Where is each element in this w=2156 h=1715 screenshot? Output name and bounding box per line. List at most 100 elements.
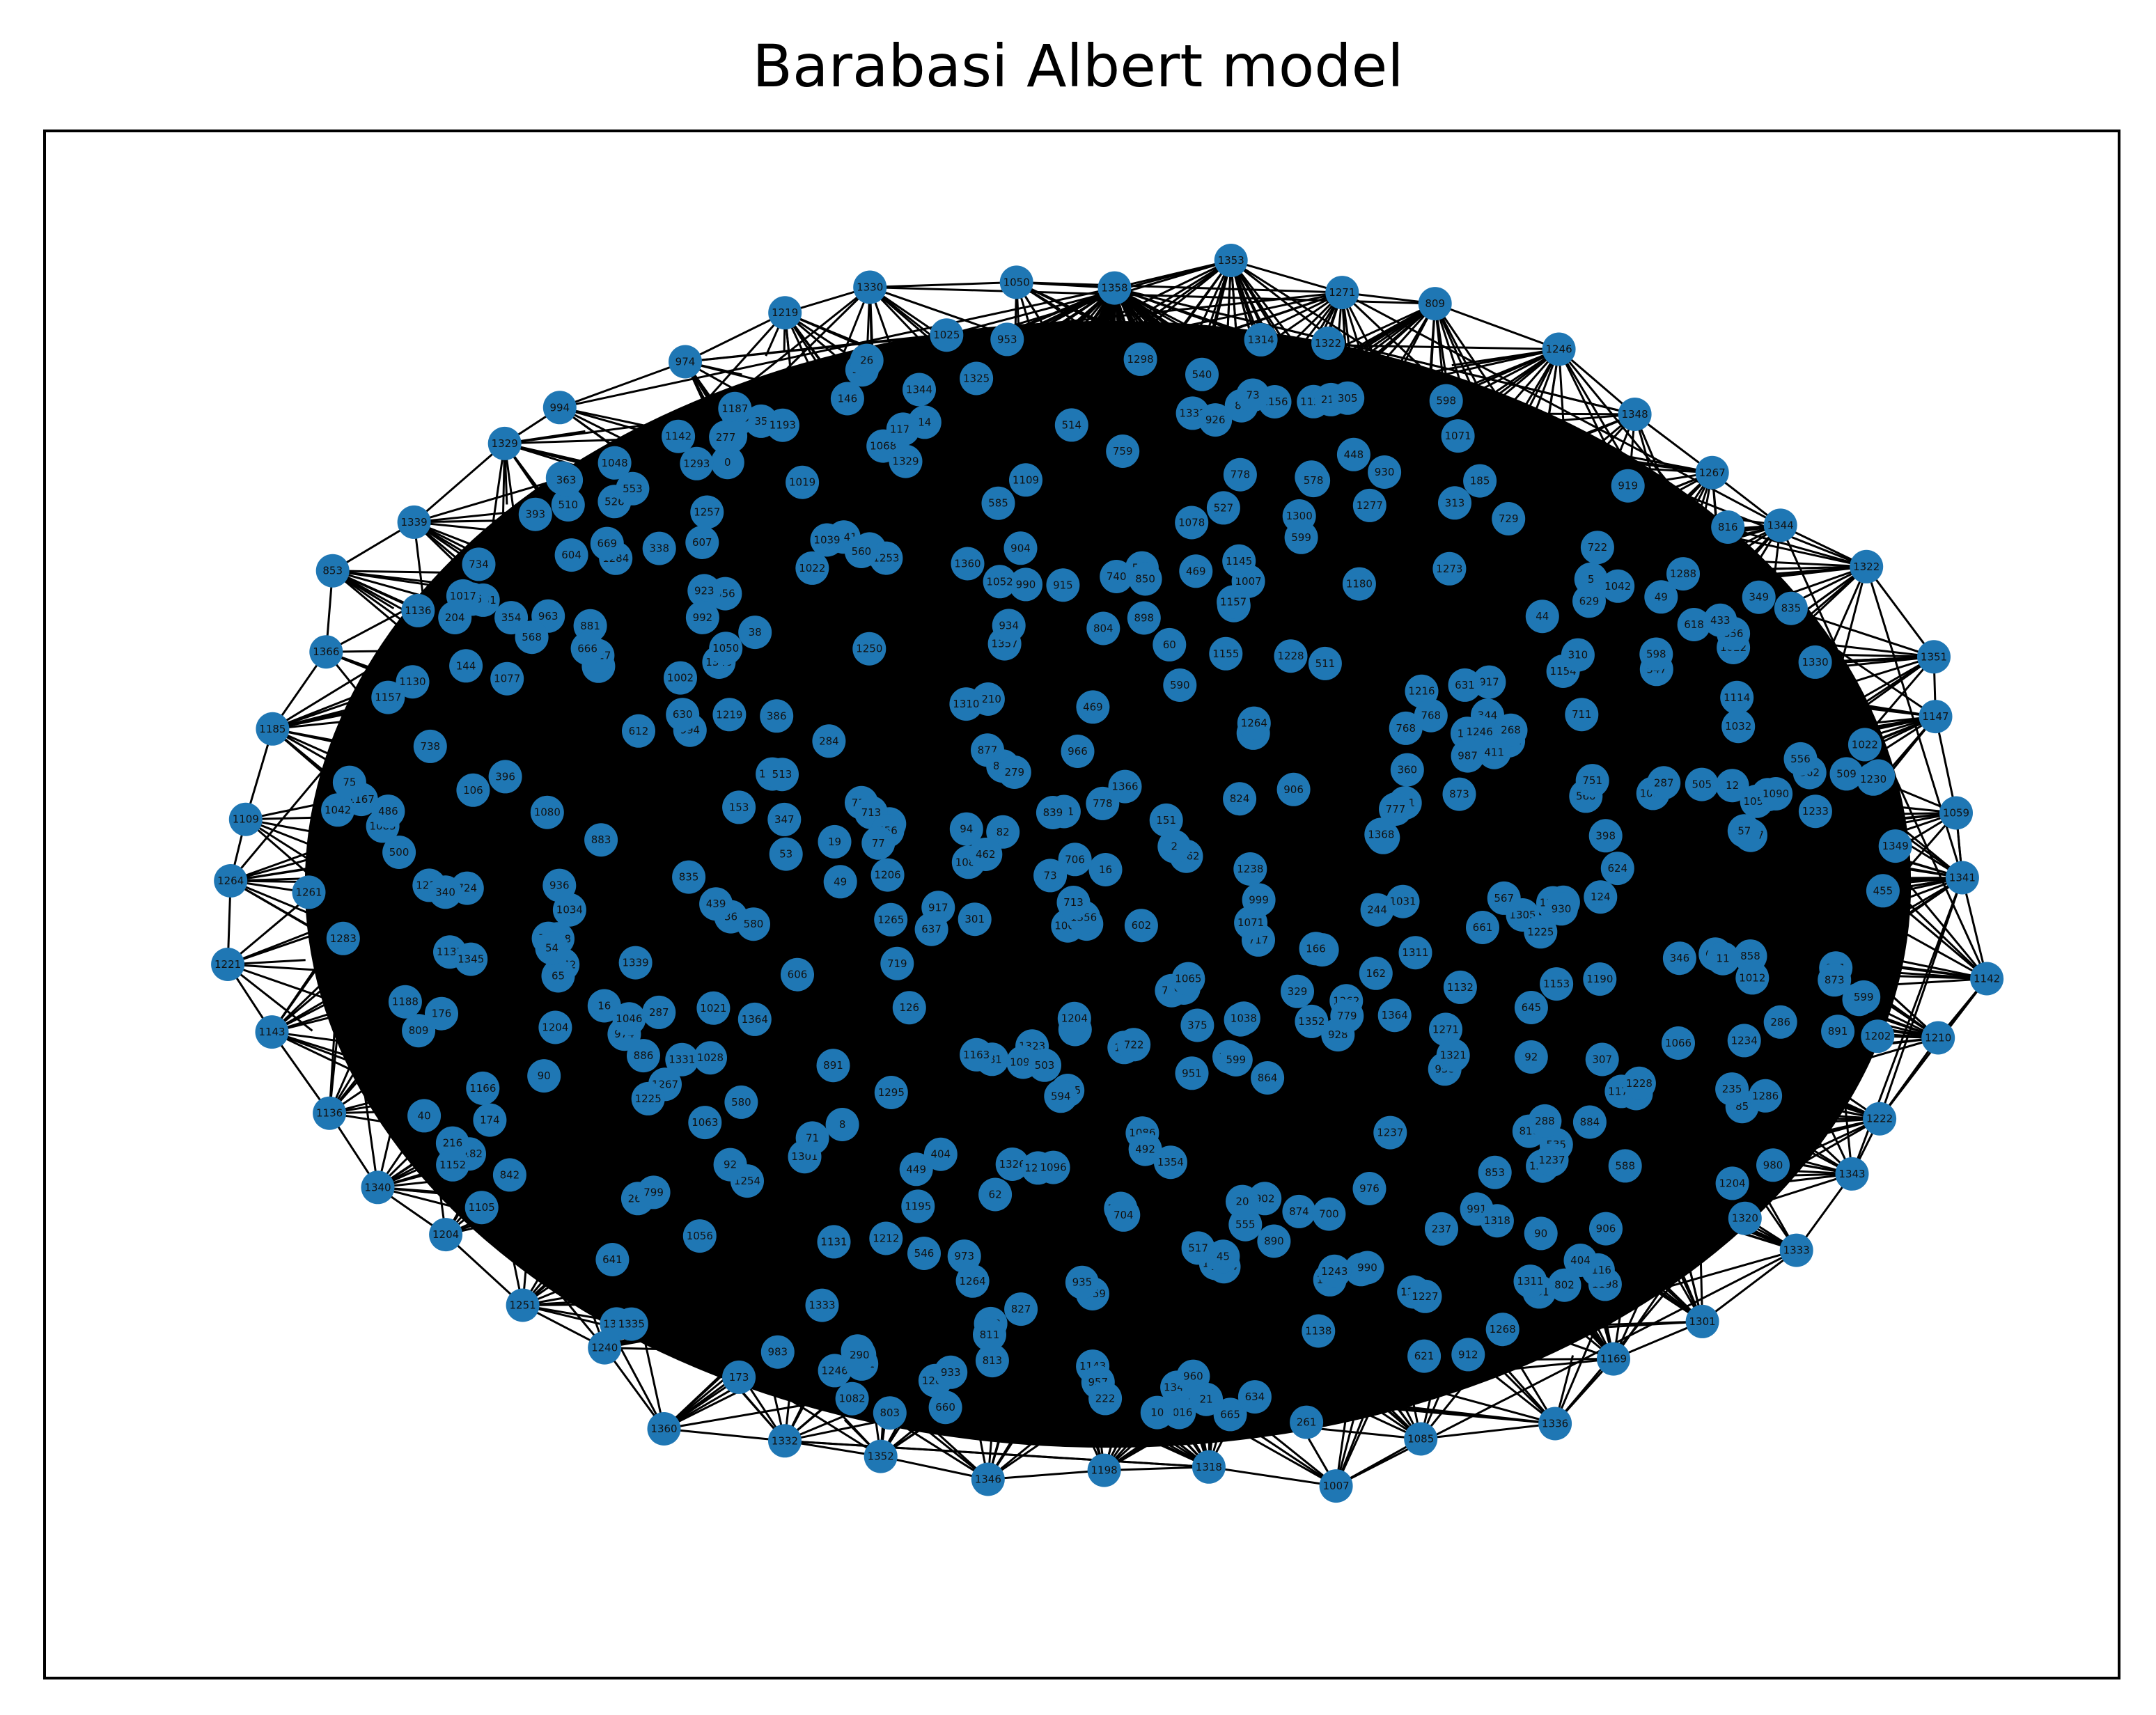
graph-edge <box>1061 288 1116 586</box>
graph-node: 8 <box>825 1108 859 1141</box>
graph-node: 864 <box>1251 1061 1285 1095</box>
node-circle <box>1535 1143 1569 1177</box>
graph-edge <box>1258 656 1292 900</box>
node-circle <box>1364 817 1398 852</box>
node-circle <box>1044 1079 1078 1113</box>
node-circle <box>1574 562 1608 596</box>
graph-node: 94 <box>949 812 983 846</box>
node-label: 906 <box>1283 783 1304 796</box>
graph-node: 2 <box>1157 829 1192 863</box>
graph-edge <box>1423 1249 1797 1358</box>
node-circle <box>685 600 719 634</box>
graph-node: 1318 <box>1480 1204 1514 1238</box>
graph-node: 1109 <box>1009 463 1042 497</box>
node-label: 14 <box>918 416 931 428</box>
node-circle <box>1611 469 1645 503</box>
node-circle <box>1157 829 1192 863</box>
node-label: 973 <box>954 1250 974 1262</box>
graph-edge <box>531 636 625 1035</box>
node-label: 65 <box>552 970 565 982</box>
node-circle <box>413 729 447 763</box>
graph-edge <box>698 287 1116 1237</box>
node-label: 1138 <box>1305 1325 1331 1338</box>
graph-node: 433 <box>1703 603 1737 637</box>
node-label: 1320 <box>1732 1212 1758 1225</box>
node-circle <box>597 446 632 480</box>
node-label: 1066 <box>1665 1037 1692 1049</box>
graph-node: 1267 <box>1695 455 1729 490</box>
node-circle <box>1451 739 1485 773</box>
graph-node: 396 <box>488 760 522 794</box>
graph-node: 631 <box>1448 668 1482 702</box>
node-label: 1187 <box>721 402 748 415</box>
graph-node: 360 <box>1390 753 1424 787</box>
graph-node: 1166 <box>466 1071 500 1105</box>
node-circle <box>769 837 803 871</box>
graph-node: 126 <box>892 991 926 1025</box>
node-circle <box>1759 777 1793 810</box>
graph-edge <box>1961 877 1988 979</box>
node-circle <box>642 531 676 565</box>
node-circle <box>1429 384 1463 418</box>
graph-edge <box>482 513 537 601</box>
graph-node: 71 <box>795 1121 829 1155</box>
graph-node: 553 <box>616 471 650 506</box>
node-circle <box>1727 1024 1761 1058</box>
node-label: 602 <box>1132 919 1152 932</box>
node-circle <box>1236 378 1270 412</box>
node-circle <box>1666 557 1700 591</box>
graph-edge <box>1003 643 1094 1294</box>
node-circle <box>551 488 585 522</box>
graph-edge <box>1529 999 1860 1283</box>
node-label: 5 <box>1588 573 1595 586</box>
graph-edge <box>987 722 1254 751</box>
graph-node: 1330 <box>1798 645 1832 679</box>
graph-node: 1300 <box>1282 499 1316 533</box>
node-label: 1065 <box>1175 973 1201 985</box>
node-circle <box>1878 829 1912 863</box>
graph-edge <box>1171 989 1781 1024</box>
node-circle <box>542 868 577 902</box>
graph-node: 1301 <box>1685 1304 1719 1338</box>
node-circle <box>1818 963 1852 997</box>
graph-edge <box>663 1130 990 1430</box>
graph-node: 513 <box>765 758 799 792</box>
graph-node: 1206 <box>870 858 905 892</box>
graph-edge <box>1212 413 1636 581</box>
node-label: 1028 <box>697 1051 724 1064</box>
graph-node: 1311 <box>1398 936 1432 970</box>
node-circle <box>361 1170 395 1205</box>
graph-edge <box>1768 1042 1880 1120</box>
graph-edge <box>731 916 1316 950</box>
node-label: 904 <box>1010 542 1031 554</box>
node-label: 1163 <box>963 1049 990 1061</box>
node-circle <box>951 547 985 581</box>
graph-node: 1233 <box>1798 794 1832 829</box>
graph-node: 999 <box>1242 883 1276 917</box>
node-circle <box>1414 698 1448 733</box>
node-label: 486 <box>378 805 398 817</box>
graph-node: 14 <box>907 405 942 439</box>
node-circle <box>1028 1048 1061 1082</box>
graph-node: 811 <box>973 1317 1006 1352</box>
graph-edge <box>710 1056 1542 1235</box>
node-circle <box>853 270 887 304</box>
node-label: 835 <box>679 871 699 884</box>
graph-node: 398 <box>1588 819 1623 853</box>
graph-edge <box>839 882 891 1413</box>
node-label: 235 <box>1722 1083 1742 1095</box>
node-circle <box>1282 1194 1316 1228</box>
graph-node: 44 <box>1525 600 1559 634</box>
node-label: 1034 <box>556 904 583 916</box>
graph-edge <box>684 361 827 559</box>
graph-node: 669 <box>590 526 624 561</box>
graph-node: 244 <box>1360 893 1394 927</box>
graph-node: 1326 <box>995 1148 1029 1181</box>
node-label: 40 <box>418 1109 431 1122</box>
node-circle <box>1342 567 1376 601</box>
node-circle <box>456 773 490 807</box>
node-label: 1206 <box>875 869 901 882</box>
graph-node: 176 <box>425 996 458 1031</box>
node-circle <box>1276 772 1311 806</box>
graph-edge <box>784 1439 1209 1469</box>
